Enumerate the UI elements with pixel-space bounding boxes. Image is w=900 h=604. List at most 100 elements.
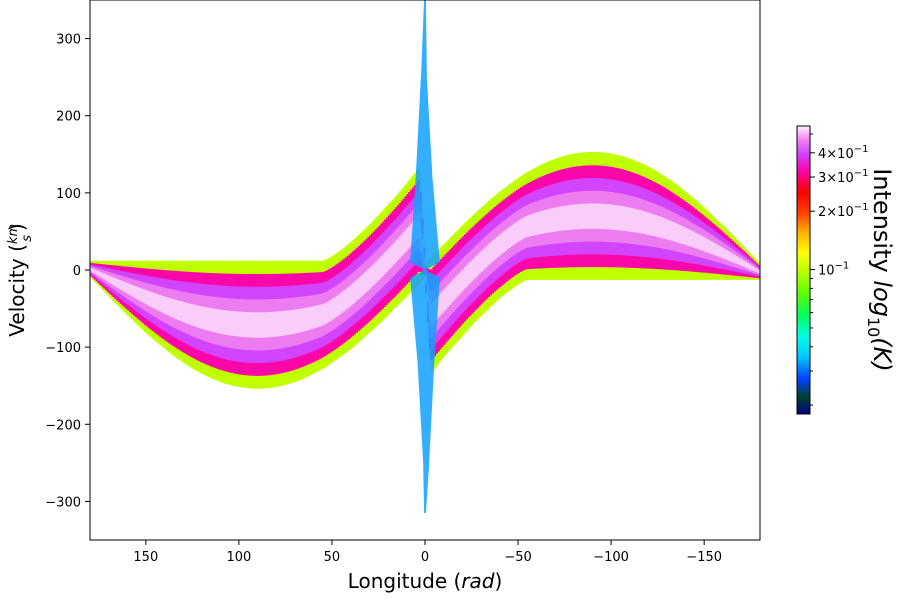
emission-cell xyxy=(622,193,625,207)
emission-cell xyxy=(406,260,409,273)
emission-cell xyxy=(175,280,179,291)
emission-cell xyxy=(713,273,716,280)
emission-cell xyxy=(205,329,208,342)
emission-cell xyxy=(238,348,242,362)
svg-text:Intensity log10(K): Intensity log10(K) xyxy=(864,168,896,372)
emission-cell xyxy=(484,246,488,258)
emission-cell xyxy=(743,272,746,277)
emission-cell xyxy=(646,200,649,213)
emission-cell xyxy=(741,245,744,250)
emission-cell xyxy=(164,322,167,332)
emission-cell xyxy=(97,268,100,272)
emission-cell xyxy=(181,300,184,312)
emission-cell xyxy=(542,209,545,223)
emission-cell xyxy=(700,234,703,243)
emission-cell xyxy=(538,165,541,178)
emission-cell xyxy=(112,268,115,274)
emission-cell xyxy=(728,236,731,243)
emission-cell xyxy=(91,269,95,273)
emission-cell xyxy=(631,207,635,221)
emission-cell xyxy=(237,310,240,325)
emission-cell xyxy=(665,218,668,229)
emission-cell xyxy=(607,228,610,243)
emission-cell xyxy=(657,236,661,248)
emission-cell xyxy=(592,266,595,280)
emission-cell xyxy=(691,238,694,248)
emission-cell xyxy=(307,295,311,308)
emission-cell xyxy=(279,298,283,312)
emission-cell xyxy=(525,172,528,185)
emission-cell xyxy=(676,222,679,233)
emission-cell xyxy=(112,264,115,270)
emission-cell xyxy=(534,245,538,258)
emission-cell xyxy=(648,167,651,180)
emission-cell xyxy=(292,333,296,346)
emission-cell xyxy=(614,266,618,280)
emission-cell xyxy=(222,285,225,298)
emission-cell xyxy=(341,270,344,282)
emission-cell xyxy=(590,253,594,268)
emission-cell xyxy=(369,320,372,332)
emission-cell xyxy=(501,253,504,265)
emission-cell xyxy=(601,165,605,179)
emission-cell xyxy=(519,250,523,262)
emission-cell xyxy=(624,181,627,195)
emission-cell xyxy=(398,291,402,303)
emission-cell xyxy=(237,260,240,274)
emission-cell xyxy=(209,353,212,367)
emission-cell xyxy=(732,244,735,250)
emission-cell xyxy=(719,256,722,263)
emission-cell xyxy=(365,238,368,250)
emission-cell xyxy=(354,238,357,250)
emission-cell xyxy=(452,300,456,312)
emission-cell xyxy=(305,330,309,343)
emission-cell xyxy=(726,249,729,256)
emission-cell xyxy=(196,348,199,361)
emission-cell xyxy=(607,254,610,268)
emission-cell xyxy=(501,284,504,297)
emission-cell xyxy=(566,167,569,181)
emission-cell xyxy=(149,275,153,285)
emission-cell xyxy=(361,284,365,296)
emission-cell xyxy=(378,224,381,237)
emission-cell xyxy=(385,227,389,240)
emission-cell xyxy=(758,271,760,274)
emission-cell xyxy=(250,362,253,376)
emission-cell xyxy=(730,238,733,244)
emission-cell xyxy=(296,272,300,286)
emission-cell xyxy=(506,227,510,239)
emission-cell xyxy=(344,330,348,342)
emission-cell xyxy=(653,224,657,237)
emission-cell xyxy=(683,217,687,228)
emission-cell xyxy=(333,328,337,340)
emission-cell xyxy=(210,331,214,344)
emission-cell xyxy=(97,260,100,264)
emission-cell xyxy=(564,180,568,194)
emission-cell xyxy=(538,211,541,223)
emission-cell xyxy=(653,181,657,193)
emission-cell xyxy=(709,213,713,222)
emission-cell xyxy=(732,257,735,263)
emission-cell xyxy=(103,284,106,289)
emission-cell xyxy=(650,212,653,225)
emission-cell xyxy=(231,310,234,324)
emission-cell xyxy=(181,290,184,302)
emission-cell xyxy=(646,211,649,224)
emission-cell xyxy=(629,231,633,244)
emission-cell xyxy=(231,322,234,336)
emission-cell xyxy=(184,281,188,293)
emission-cell xyxy=(242,336,246,350)
emission-cell xyxy=(324,302,327,314)
emission-cell xyxy=(298,284,301,297)
emission-cell xyxy=(618,217,622,231)
emission-cell xyxy=(255,375,259,389)
emission-cell xyxy=(527,246,530,259)
emission-cell xyxy=(493,227,497,239)
emission-cell xyxy=(637,185,640,198)
emission-cell xyxy=(384,306,387,318)
emission-cell xyxy=(315,305,318,317)
emission-cell xyxy=(581,190,584,204)
emission-cell xyxy=(674,260,677,271)
emission-cell xyxy=(307,260,311,273)
emission-cell xyxy=(127,271,130,278)
